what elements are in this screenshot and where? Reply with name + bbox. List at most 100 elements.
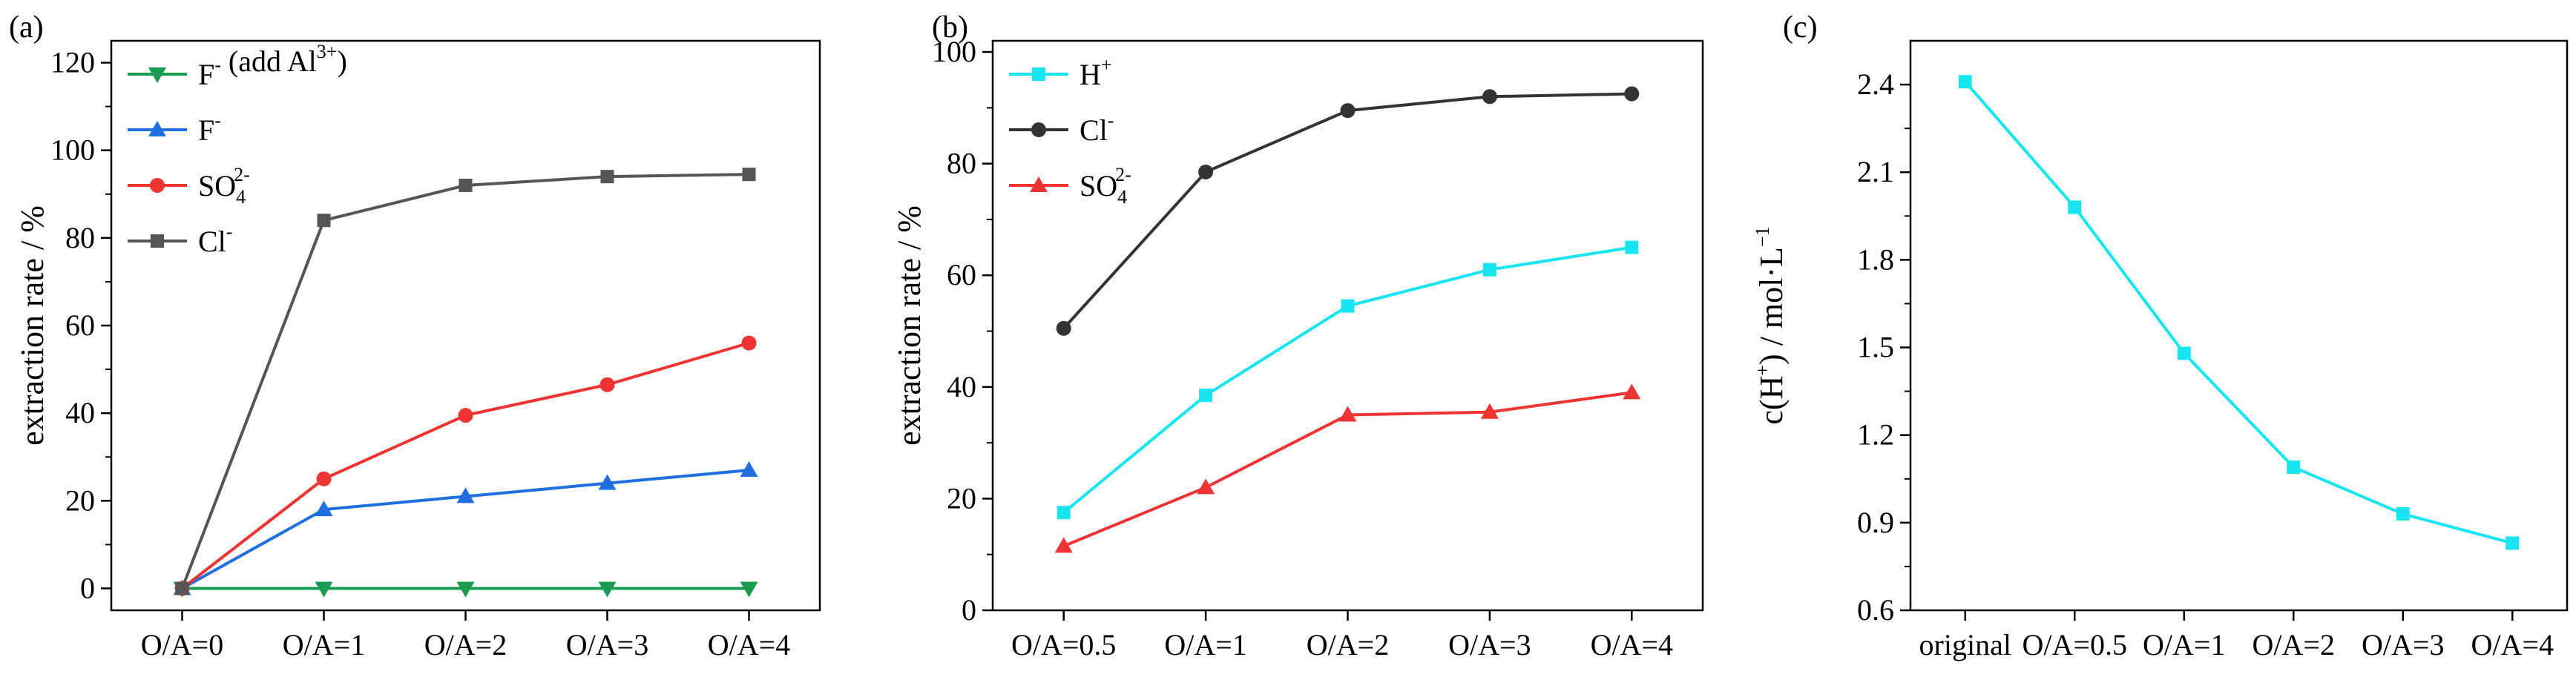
legend-marker (1032, 67, 1045, 81)
data-point (1199, 389, 1213, 403)
legend-label: H+ (1080, 54, 1112, 91)
y-tick-label: 0.6 (1857, 593, 1894, 627)
legend-label: F- (198, 110, 221, 147)
y-axis-title: c(H+) / mol·L−1 (1752, 226, 1790, 424)
legend-label: Cl- (1080, 110, 1114, 147)
data-point (600, 170, 614, 184)
legend-label: SO42- (1080, 164, 1131, 208)
y-tick-label: 2.4 (1857, 67, 1894, 101)
data-point (459, 178, 473, 192)
legend-item: SO42- (1009, 164, 1131, 208)
legend-label: Cl- (198, 221, 232, 258)
data-point (1625, 240, 1639, 254)
legend-item: Cl- (1009, 110, 1114, 147)
y-tick-label: 40 (65, 396, 95, 429)
series-1 (1056, 86, 1640, 336)
plot-frame (1909, 39, 2569, 612)
y-tick-label: 1.2 (1857, 418, 1894, 452)
legend-item: F- (add Al3+) (128, 41, 347, 91)
chart-panel-a: (a) 0 20 40 60 80 100 120 O/A=0 O/A=1 O/A=2 O/A=3 O/… (9, 10, 821, 661)
y-tick-label: 80 (65, 221, 95, 254)
series-3 (175, 168, 756, 595)
data-point (1340, 103, 1356, 119)
x-tick-label: O/A=0.5 (1011, 628, 1116, 661)
data-point (315, 581, 333, 598)
series-0 (1057, 240, 1639, 520)
series-line (181, 341, 750, 590)
series-2 (1054, 383, 1641, 553)
y-tick-label: 60 (947, 258, 976, 291)
y-axis-title: extraction rate / % (14, 205, 50, 446)
series-0 (1958, 75, 2520, 550)
data-point (315, 501, 333, 517)
x-tick-label: original (1919, 628, 2011, 661)
x-tick-label: O/A=4 (1591, 628, 1673, 661)
legend-marker (150, 178, 165, 193)
x-tick-label: O/A=1 (283, 628, 365, 661)
data-point (1480, 403, 1499, 419)
y-tick-label: 1.5 (1857, 331, 1894, 364)
legend: H+ Cl- SO42- (1009, 54, 1131, 208)
data-point (2506, 536, 2520, 550)
data-point (1482, 89, 1497, 105)
y-tick-label: 1.8 (1857, 242, 1894, 276)
data-point (458, 408, 473, 423)
data-point (456, 487, 475, 504)
legend-marker (1030, 176, 1048, 192)
y-tick-label: 120 (50, 46, 95, 79)
panel-label: (c) (1783, 10, 1818, 44)
y-tick-label: 80 (947, 147, 976, 180)
data-point (316, 471, 332, 486)
data-point (740, 581, 758, 598)
legend-marker (151, 234, 164, 248)
data-point (1338, 406, 1357, 422)
y-tick-label: 60 (65, 308, 95, 342)
data-point (2177, 346, 2191, 360)
data-point (1054, 537, 1073, 553)
series-line (1062, 92, 1632, 330)
data-point (317, 214, 331, 228)
series-0 (173, 581, 758, 598)
data-point (742, 168, 756, 182)
panel-label: (a) (9, 10, 44, 44)
data-point (1623, 383, 1641, 400)
data-point (1958, 75, 1972, 89)
data-point (456, 581, 475, 598)
data-point (741, 335, 757, 351)
series-line (180, 173, 749, 590)
chart-panel-b: (b) 0 20 40 60 80 100 O/A=0.5 O/A=1 O/A=2 O/A=3 O/A… (891, 10, 1704, 661)
legend-item: F- (128, 110, 221, 147)
x-tick-label: O/A=4 (2471, 628, 2554, 661)
x-tick-label: O/A=2 (424, 628, 507, 661)
x-tick-label: O/A=3 (566, 628, 648, 661)
legend: F- (add Al3+) F- SO42- Cl- (128, 41, 347, 258)
y-tick-label: 0 (80, 571, 95, 604)
chart-panel-c: (c) 0.6 0.9 1.2 1.5 1.8 2.1 2.4 original O/A=0.5 O… (1752, 10, 2569, 661)
data-point (2287, 461, 2301, 475)
y-tick-label: 0.9 (1857, 506, 1894, 539)
data-point (1482, 263, 1496, 277)
y-tick-label: 0 (962, 593, 976, 627)
x-tick-label: O/A=1 (1164, 628, 1246, 661)
x-tick-label: O/A=4 (708, 628, 790, 661)
data-point (740, 461, 758, 477)
data-point (1197, 478, 1215, 495)
data-point (1341, 299, 1355, 313)
y-tick-label: 20 (65, 483, 95, 517)
y-tick-label: 2.1 (1857, 155, 1894, 188)
data-point (598, 581, 617, 598)
x-tick-label: O/A=2 (2253, 628, 2335, 661)
series-line (1964, 80, 2513, 545)
legend-item: H+ (1009, 54, 1112, 91)
legend-item: SO42- (128, 164, 250, 208)
x-tick-label: O/A=2 (1307, 628, 1389, 661)
series-line (1062, 245, 1632, 514)
y-tick-label: 20 (947, 481, 976, 515)
data-point (1056, 320, 1071, 336)
legend-marker (148, 121, 166, 136)
x-tick-label: O/A=1 (2143, 628, 2225, 661)
legend-label: SO42- (198, 164, 250, 208)
data-point (175, 581, 189, 595)
data-point (1624, 86, 1640, 102)
data-point (1198, 164, 1214, 179)
